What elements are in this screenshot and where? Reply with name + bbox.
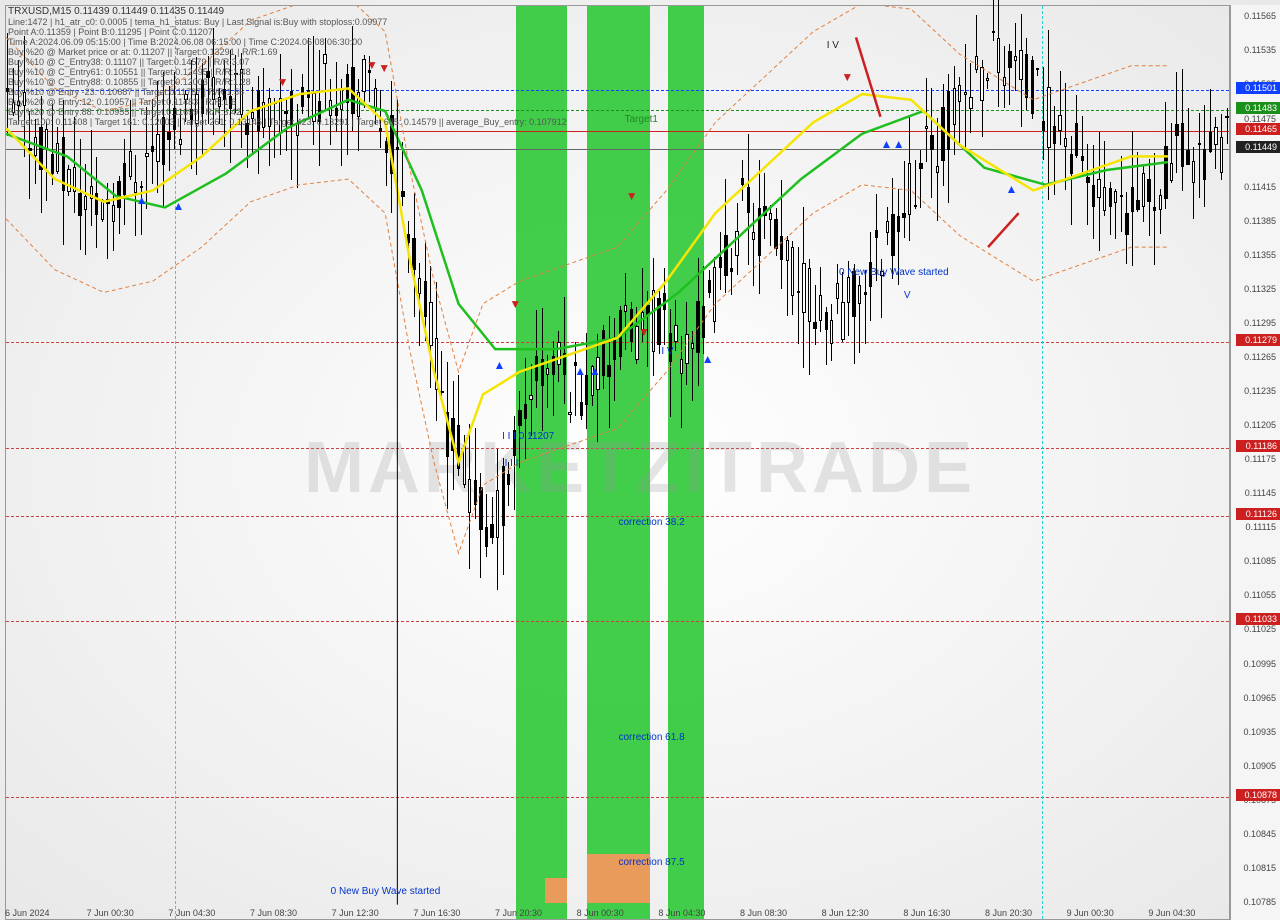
- watermark: MARKETZITRADE: [304, 427, 976, 509]
- y-tick: 0.11355: [1244, 250, 1276, 260]
- volume-band: [545, 878, 567, 903]
- x-tick: 8 Jun 20:30: [985, 908, 1032, 918]
- sell-arrow-icon: ▼: [841, 70, 853, 84]
- info-line: Buy %20 @ Entry:12: 0.10957 || Target:0.…: [8, 97, 567, 107]
- x-axis: 6 Jun 2024 7 Jun 00:30 7 Jun 04:30 7 Jun 08…: [5, 902, 1230, 920]
- y-tick: 0.11535: [1244, 45, 1276, 55]
- chart-annotation: I I I: [505, 458, 519, 469]
- info-line: Buy %20 @ Entry:88: 0.10955 || Target:0.…: [8, 107, 567, 117]
- trend-segment: [856, 37, 880, 116]
- y-tick: 0.10905: [1243, 761, 1276, 771]
- price-badge: 0.11186: [1236, 440, 1280, 452]
- y-tick: 0.11415: [1244, 182, 1276, 192]
- chart-annotation: I V: [827, 40, 839, 51]
- chart-annotation: 0 New Buy Wave started: [331, 886, 441, 897]
- chart-annotation: correction 61.8: [619, 732, 685, 743]
- y-tick: 0.11385: [1244, 216, 1276, 226]
- chart-annotation: correction 87.5: [619, 857, 685, 868]
- price-level-line: [6, 131, 1229, 132]
- info-line: Buy %10 @ C_Entry88: 0.10855 || Target:0…: [8, 77, 567, 87]
- x-tick: 9 Jun 04:30: [1148, 908, 1195, 918]
- y-tick: 0.10815: [1243, 863, 1276, 873]
- buy-arrow-icon: ▲: [1006, 182, 1018, 196]
- price-level-line: [6, 621, 1229, 622]
- price-level-line: [6, 342, 1229, 343]
- info-line: Buy %10 @ Entry -23: 0.10687 || Target:0…: [8, 87, 567, 97]
- info-line: Target:100: 0.11408 | Target 161: 0.1200…: [8, 117, 567, 127]
- chart-annotation: Target1: [625, 114, 658, 125]
- y-tick: 0.11295: [1244, 318, 1276, 328]
- info-block: TRXUSD,M15 0.11439 0.11449 0.11435 0.114…: [8, 6, 567, 127]
- x-tick: 7 Jun 20:30: [495, 908, 542, 918]
- info-line: Buy %10 @ C_Entry38: 0.11107 || Target:0…: [8, 57, 567, 67]
- x-tick: 7 Jun 08:30: [250, 908, 297, 918]
- y-tick: 0.10785: [1243, 897, 1276, 907]
- y-tick: 0.11115: [1245, 522, 1276, 532]
- y-tick: 0.11175: [1245, 454, 1276, 464]
- price-level-line: [6, 516, 1229, 517]
- x-tick: 7 Jun 04:30: [168, 908, 215, 918]
- chart-annotation: correction 38.2: [619, 517, 685, 528]
- x-tick: 6 Jun 2024: [5, 908, 50, 918]
- x-tick: 7 Jun 00:30: [87, 908, 134, 918]
- y-tick: 0.10995: [1243, 659, 1276, 669]
- info-line: Line:1472 | h1_atr_c0: 0.0005 | tema_h1_…: [8, 17, 567, 27]
- x-tick: 9 Jun 00:30: [1067, 908, 1114, 918]
- sell-arrow-icon: ▼: [509, 297, 521, 311]
- price-level-line: [6, 149, 1229, 150]
- buy-arrow-icon: ▲: [574, 364, 586, 378]
- price-badge: 0.11465: [1236, 123, 1280, 135]
- price-badge: 0.11483: [1236, 102, 1280, 114]
- x-tick: 8 Jun 16:30: [903, 908, 950, 918]
- y-tick: 0.11235: [1244, 386, 1276, 396]
- buy-arrow-icon: ▲: [493, 358, 505, 372]
- chart-annotation: 0 New Buy Wave started: [839, 267, 949, 278]
- y-tick: 0.11325: [1244, 284, 1276, 294]
- time-marker-line: [175, 6, 176, 919]
- buy-arrow-icon: ▲: [173, 199, 185, 213]
- y-tick: 0.11085: [1244, 556, 1276, 566]
- buy-arrow-icon: ▲: [893, 137, 905, 151]
- y-tick: 0.11025: [1244, 624, 1276, 634]
- x-tick: 8 Jun 08:30: [740, 908, 787, 918]
- y-tick: 0.10845: [1243, 829, 1276, 839]
- y-tick: 0.11565: [1244, 11, 1276, 21]
- chart-annotation: I V: [661, 346, 673, 357]
- y-tick: 0.11205: [1244, 420, 1276, 430]
- x-tick: 8 Jun 04:30: [658, 908, 705, 918]
- buy-arrow-icon: ▲: [881, 137, 893, 151]
- sell-arrow-icon: ▼: [638, 325, 650, 339]
- info-line: Buy %10 @ C_Entry61: 0.10551 || Target:0…: [8, 67, 567, 77]
- chart-container[interactable]: MARKETZITRADE Target1 I I I 0.11207 I I I c…: [0, 0, 1280, 920]
- y-axis: 0.115650.115350.115050.114750.114490.114…: [1230, 5, 1280, 920]
- info-line: Time A:2024.06.09 05:15:00 | Time B:2024…: [8, 37, 567, 47]
- price-badge: 0.11279: [1236, 334, 1280, 346]
- trend-segment: [988, 213, 1019, 247]
- chart-annotation: V: [904, 290, 911, 301]
- x-tick: 7 Jun 16:30: [413, 908, 460, 918]
- y-tick: 0.11055: [1244, 590, 1276, 600]
- price-badge: 0.11033: [1236, 613, 1280, 625]
- chart-annotation: I I I 0.11207: [502, 431, 554, 442]
- buy-arrow-icon: ▲: [702, 352, 714, 366]
- info-line: Buy %20 @ Market price or at: 0.11207 ||…: [8, 47, 567, 57]
- price-badge: 0.11126: [1236, 508, 1280, 520]
- y-tick: 0.11265: [1244, 352, 1276, 362]
- x-tick: 7 Jun 12:30: [332, 908, 379, 918]
- price-level-line: [6, 797, 1229, 798]
- x-tick: 8 Jun 12:30: [822, 908, 869, 918]
- sell-arrow-icon: ▼: [626, 189, 638, 203]
- price-badge: 0.11449: [1236, 141, 1280, 153]
- info-line: Point A:0.11359 | Point B:0.11295 | Poin…: [8, 27, 567, 37]
- buy-arrow-icon: ▲: [136, 193, 148, 207]
- price-badge: 0.11501: [1236, 82, 1280, 94]
- x-tick: 8 Jun 00:30: [577, 908, 624, 918]
- buy-arrow-icon: ▲: [589, 364, 601, 378]
- y-tick: 0.10965: [1243, 693, 1276, 703]
- y-tick: 0.11145: [1245, 488, 1276, 498]
- chart-title: TRXUSD,M15 0.11439 0.11449 0.11435 0.114…: [8, 6, 567, 17]
- price-badge: 0.10878: [1236, 789, 1280, 801]
- y-tick: 0.10935: [1243, 727, 1276, 737]
